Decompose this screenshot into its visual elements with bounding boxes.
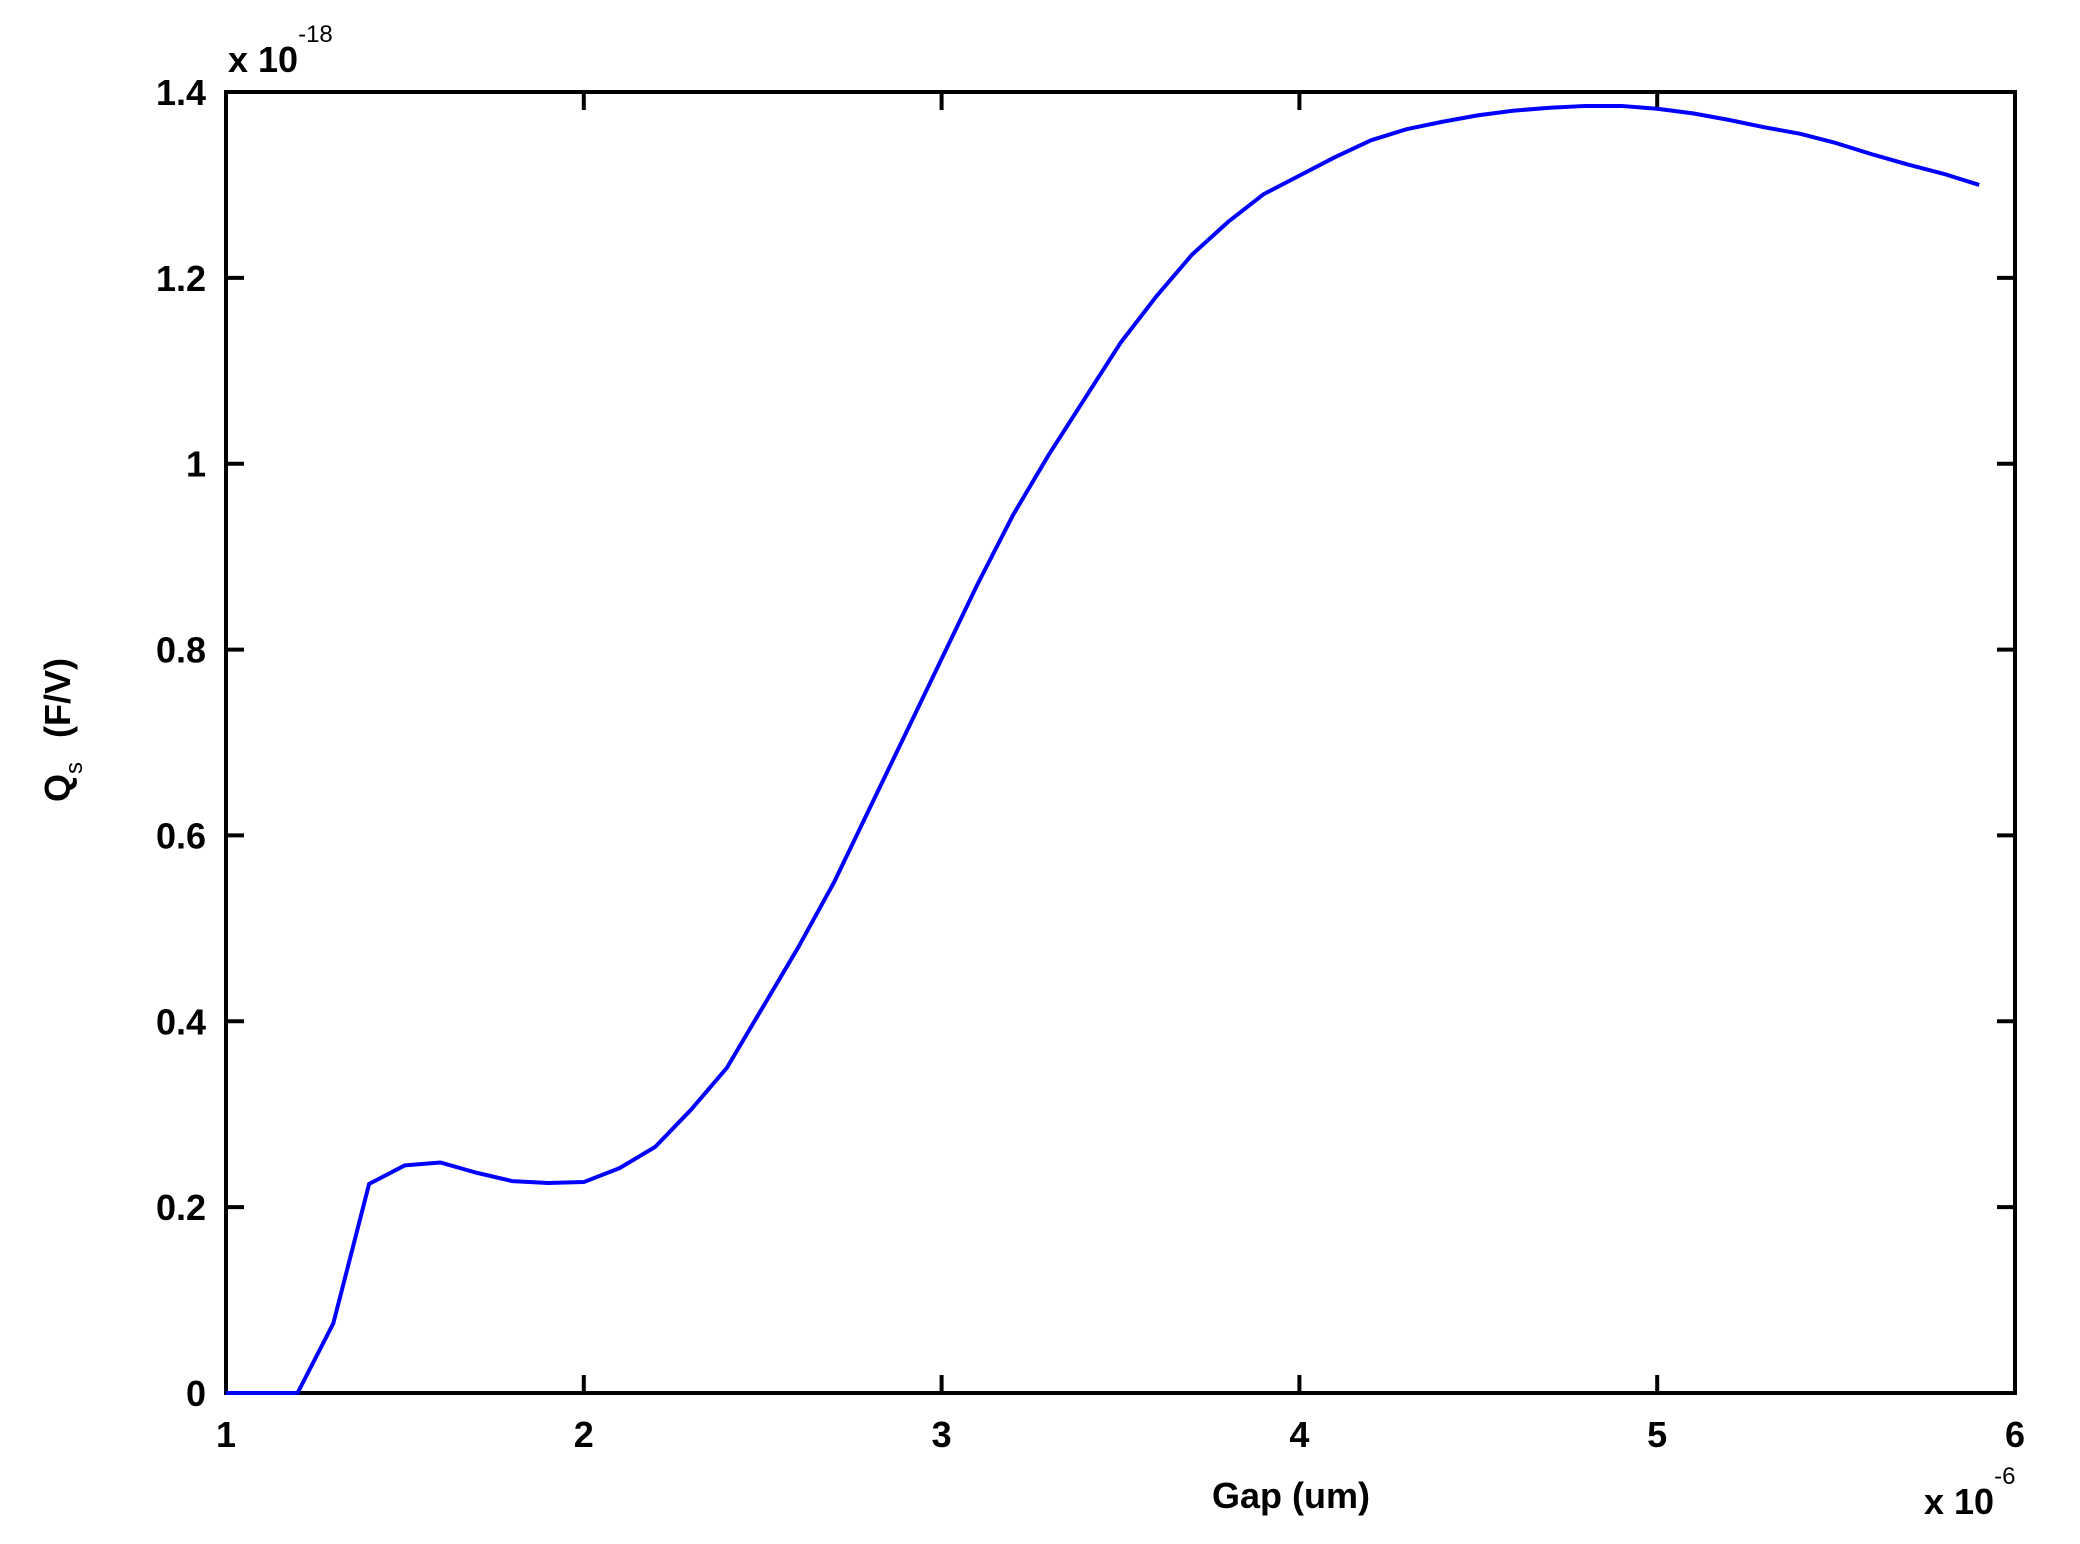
y-label-unit: (F/V) — [37, 658, 78, 738]
x-tick-label: 5 — [1647, 1414, 1667, 1455]
x-axis-label: Gap (um) — [1212, 1475, 1370, 1516]
y-tick-label: 0.4 — [156, 1001, 206, 1042]
y-label-main: Q — [37, 774, 78, 802]
x-tick-label: 2 — [574, 1414, 594, 1455]
y-tick-label: 1 — [186, 444, 206, 485]
x-multiplier: x 10-6 — [1924, 1463, 2015, 1522]
x-tick-label: 3 — [932, 1414, 952, 1455]
y-tick-label: 1.2 — [156, 258, 206, 299]
y-multiplier-base: x 10 — [228, 39, 298, 80]
y-tick-label: 0 — [186, 1373, 206, 1414]
plot-frame — [224, 90, 2017, 1395]
y-label-sub: s — [61, 762, 88, 774]
y-tick-label: 1.4 — [156, 72, 206, 113]
x-multiplier-base: x 10 — [1924, 1481, 1994, 1522]
x-tick-label: 6 — [2005, 1414, 2025, 1455]
y-tick-label: 0.6 — [156, 815, 206, 856]
y-multiplier: x 10-18 — [228, 21, 333, 80]
y-multiplier-exponent: -18 — [298, 21, 333, 48]
y-axis-label: Qs (F/V) — [37, 658, 88, 802]
x-multiplier-exponent: -6 — [1994, 1463, 2015, 1490]
y-tick-label: 0.2 — [156, 1187, 206, 1228]
data-line — [226, 103, 1980, 1395]
x-tick-label: 1 — [216, 1414, 236, 1455]
y-tick-label: 0.8 — [156, 630, 206, 671]
x-tick-label: 4 — [1289, 1414, 1309, 1455]
